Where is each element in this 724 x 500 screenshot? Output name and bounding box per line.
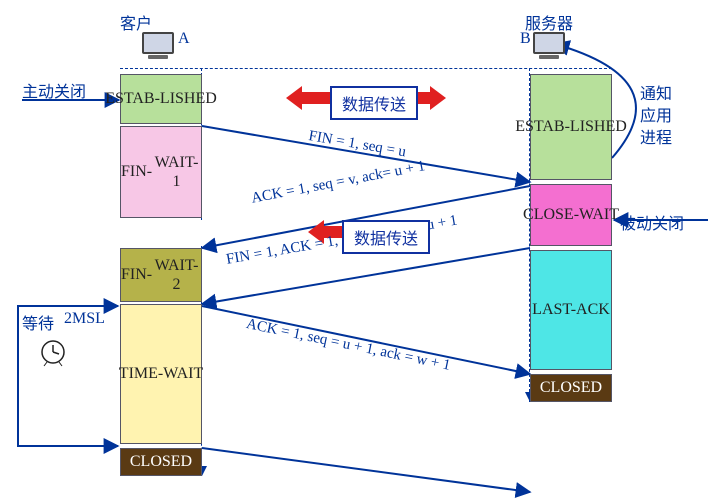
state-last-ack: LAST-ACK: [530, 250, 612, 370]
state-fin-wait-1: FIN-WAIT-1: [120, 126, 202, 218]
state-time-wait: TIME-WAIT: [120, 304, 202, 444]
label-notify-2: 应用: [640, 102, 672, 126]
state-fin-wait-2: FIN-WAIT-2: [120, 248, 202, 302]
state-closed-s: CLOSED: [530, 374, 612, 402]
state-established-s: ESTAB-LISHED: [530, 74, 612, 180]
label-active-close: 主动关闭: [22, 78, 86, 102]
state-established: ESTAB-LISHED: [120, 74, 202, 124]
data-transfer-badge-1: 数据传送: [342, 220, 430, 254]
baseline-dashed: [120, 68, 612, 69]
server-computer-icon: [531, 32, 567, 62]
label-passive-close: 被动关闭: [620, 210, 684, 234]
label-notify-1: 通知: [640, 80, 672, 104]
label-client-tag: A: [178, 30, 190, 48]
data-transfer-badge-0: 数据传送: [330, 86, 418, 120]
label-client-title: 客户: [120, 10, 152, 34]
label-notify-3: 进程: [640, 124, 672, 148]
client-computer-icon: [140, 32, 176, 62]
state-closed-c: CLOSED: [120, 448, 202, 476]
state-close-wait: CLOSE-WAIT: [530, 184, 612, 246]
label-server-tag: B: [520, 30, 531, 48]
arrow-close-to-s: [202, 448, 530, 492]
label-2msl: 2MSL: [64, 310, 105, 328]
label-server-title: 服务器: [525, 10, 573, 34]
label-wait: 等待: [22, 310, 54, 334]
